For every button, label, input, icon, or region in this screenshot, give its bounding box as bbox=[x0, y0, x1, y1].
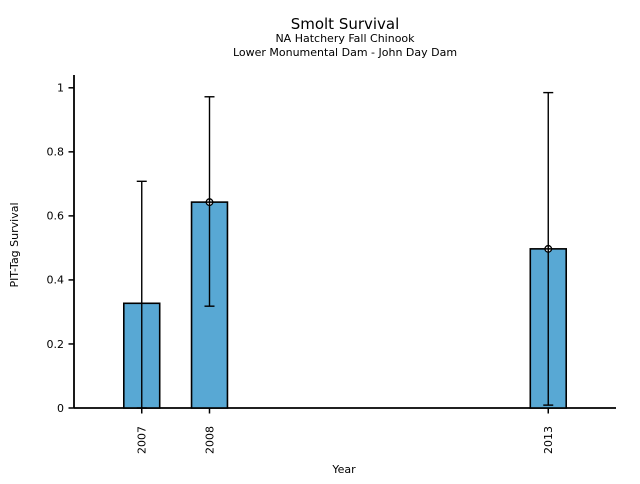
x-tick-label: 2008 bbox=[203, 426, 216, 454]
x-tick-label: 2007 bbox=[136, 426, 149, 454]
y-tick-label: 0.6 bbox=[47, 210, 65, 223]
chart-subtitle-line2: Lower Monumental Dam - John Day Dam bbox=[233, 46, 457, 59]
y-tick-label: 0 bbox=[57, 402, 64, 415]
chart-subtitle-line1: NA Hatchery Fall Chinook bbox=[275, 32, 415, 45]
x-axis-label: Year bbox=[331, 463, 356, 476]
y-tick-label: 0.8 bbox=[47, 146, 65, 159]
x-tick-label: 2013 bbox=[542, 426, 555, 454]
chart-title: Smolt Survival bbox=[291, 15, 400, 33]
y-tick-label: 0.4 bbox=[47, 274, 65, 287]
y-tick-label: 0.2 bbox=[47, 338, 65, 351]
y-axis-label: PIT-Tag Survival bbox=[8, 202, 21, 287]
plot-area: 0 0.2 0.4 0.6 0.8 1 2007 2008 2013 bbox=[47, 75, 616, 454]
y-tick-label: 1 bbox=[57, 82, 64, 95]
